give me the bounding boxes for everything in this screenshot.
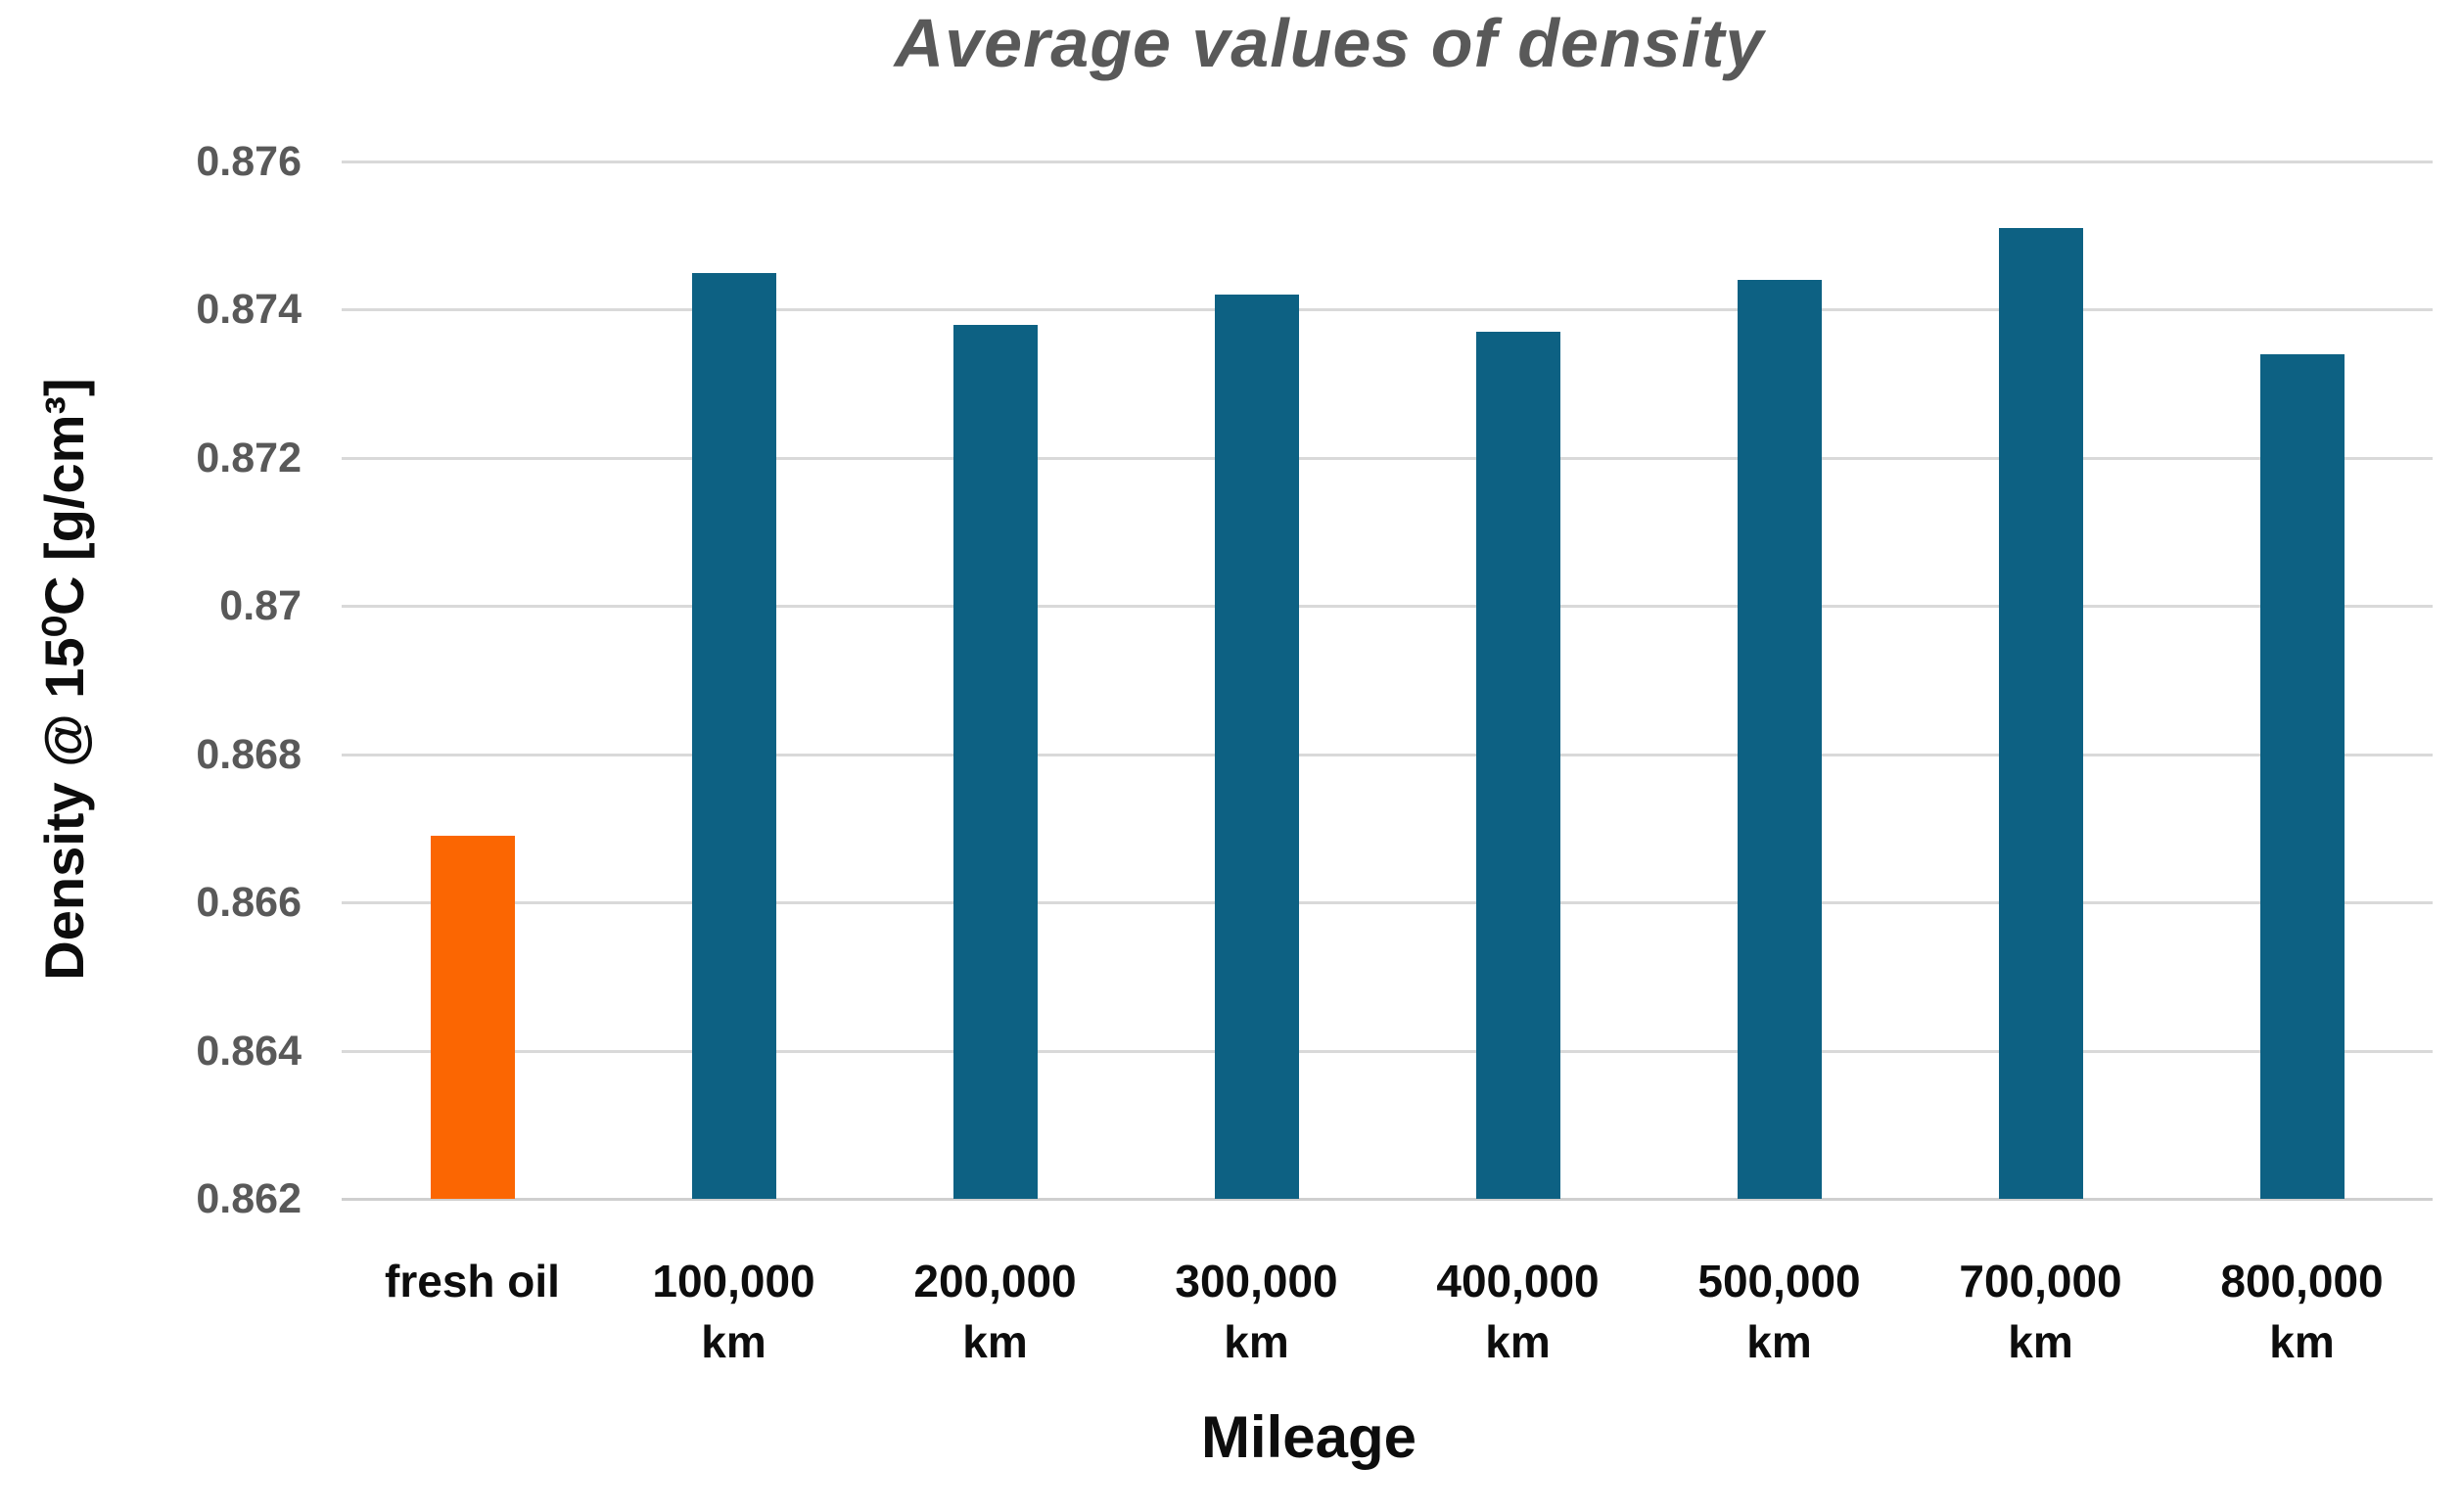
y-tick-label: 0.874 xyxy=(196,286,302,333)
gridline xyxy=(342,160,2433,163)
y-tick-label: 0.87 xyxy=(219,582,302,629)
y-tick-label: 0.866 xyxy=(196,879,302,926)
category-label: 700,000 km xyxy=(1910,1251,2171,1372)
category-label-line: 800,000 xyxy=(2220,1256,2384,1306)
category-label: 300,000 km xyxy=(1126,1251,1387,1372)
category-label: 800,000 km xyxy=(2171,1251,2433,1372)
category-label: 200,000 km xyxy=(864,1251,1126,1372)
y-tick-label: 0.864 xyxy=(196,1028,302,1075)
category-label: 100,000 km xyxy=(603,1251,864,1372)
x-axis-title: Mileage xyxy=(1200,1404,1417,1470)
bar-400-000-km xyxy=(1476,332,1560,1199)
category-label-line: km xyxy=(701,1316,766,1367)
category-label-line: 200,000 xyxy=(913,1256,1077,1306)
gridline xyxy=(342,457,2433,460)
y-tick-label: 0.862 xyxy=(196,1175,302,1222)
gridline xyxy=(342,1050,2433,1053)
bar-300-000-km xyxy=(1215,295,1299,1199)
y-tick-label: 0.868 xyxy=(196,731,302,778)
y-tick-label: 0.872 xyxy=(196,435,302,481)
gridline xyxy=(342,1198,2433,1201)
gridline xyxy=(342,605,2433,608)
category-label-line: km xyxy=(962,1316,1028,1367)
chart-title: Average values of density xyxy=(894,5,1765,81)
gridline xyxy=(342,901,2433,904)
category-label-line: km xyxy=(1746,1316,1812,1367)
category-label-line: 500,000 xyxy=(1697,1256,1861,1306)
bar-700-000-km xyxy=(1999,228,2083,1199)
gridline xyxy=(342,754,2433,756)
bar-800-000-km xyxy=(2260,354,2345,1199)
category-label-line: 100,000 xyxy=(652,1256,815,1306)
y-tick-label: 0.876 xyxy=(196,138,302,185)
category-label: 500,000 km xyxy=(1648,1251,1910,1372)
category-label-line: km xyxy=(2269,1316,2335,1367)
category-label-line: fresh oil xyxy=(385,1256,560,1306)
category-label-line: 300,000 xyxy=(1175,1256,1338,1306)
bar-500-000-km xyxy=(1738,280,1822,1199)
bar-fresh-oil xyxy=(431,836,515,1199)
category-label-line: km xyxy=(2008,1316,2073,1367)
category-label-line: km xyxy=(1485,1316,1551,1367)
bar-100-000-km xyxy=(692,273,776,1199)
plot-area xyxy=(342,160,2433,1201)
category-label-line: km xyxy=(1224,1316,1289,1367)
category-label-line: 700,000 xyxy=(1959,1256,2122,1306)
bar-200-000-km xyxy=(953,325,1038,1199)
category-label: 400,000 km xyxy=(1387,1251,1648,1372)
category-label-line: 400,000 xyxy=(1436,1256,1600,1306)
gridline xyxy=(342,308,2433,311)
category-label: fresh oil xyxy=(342,1251,603,1311)
